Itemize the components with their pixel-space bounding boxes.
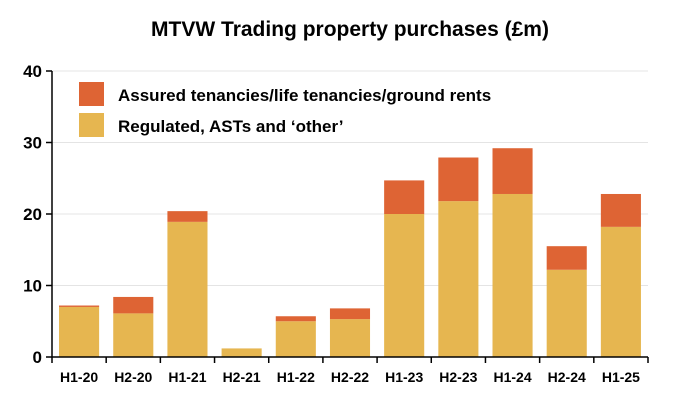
bar-assured (600, 193, 641, 227)
legend-swatch-regulated (79, 113, 104, 137)
x-tick-label: H1-20 (60, 369, 98, 385)
y-tick-label: 10 (23, 277, 42, 296)
bar-assured (59, 305, 100, 307)
bar-regulated (113, 313, 154, 357)
bar-regulated (59, 306, 100, 357)
bar-assured (438, 157, 479, 202)
legend-label-assured: Assured tenancies/life tenancies/ground … (118, 86, 491, 105)
bar-assured (275, 316, 316, 322)
bar-assured (329, 308, 371, 320)
x-tick-label: H2-22 (331, 369, 369, 385)
x-tick-label: H2-23 (439, 369, 477, 385)
x-tick-label: H1-21 (168, 369, 206, 385)
y-tick-label: 40 (23, 62, 42, 81)
y-tick-label: 0 (33, 348, 42, 367)
x-tick-label: H1-25 (602, 369, 640, 385)
x-tick-label: H1-24 (493, 369, 531, 385)
bar-regulated (492, 193, 533, 357)
y-tick-label: 30 (23, 134, 42, 153)
legend-swatch-assured (79, 82, 104, 106)
axes: 0 10 20 30 40 H1-20 H2-20 H1-21 H2-21 H1-22 H2-22 H… (23, 62, 649, 385)
bar-regulated (275, 321, 316, 357)
bar-regulated (329, 319, 371, 357)
bar-assured (384, 180, 425, 214)
x-tick-label: H2-21 (223, 369, 261, 385)
bar-regulated (167, 221, 208, 357)
y-tick-label: 20 (23, 205, 42, 224)
chart-title: MTVW Trading property purchases (£m) (151, 18, 549, 41)
legend: Assured tenancies/life tenancies/ground … (79, 82, 491, 137)
bars (59, 148, 641, 357)
bar-assured (167, 211, 208, 222)
bar-assured (113, 296, 154, 314)
bar-regulated (221, 348, 262, 357)
x-tick-label: H2-20 (114, 369, 152, 385)
bar-regulated (546, 269, 587, 357)
x-tick-label: H1-22 (277, 369, 315, 385)
bar-regulated (384, 214, 425, 357)
x-tick-label: H2-24 (548, 369, 586, 385)
bar-assured (546, 246, 587, 270)
legend-label-regulated: Regulated, ASTs and ‘other’ (118, 117, 343, 136)
bar-regulated (438, 201, 479, 357)
x-tick-label: H1-23 (385, 369, 423, 385)
bar-regulated (600, 226, 641, 357)
bar-assured (492, 148, 533, 194)
